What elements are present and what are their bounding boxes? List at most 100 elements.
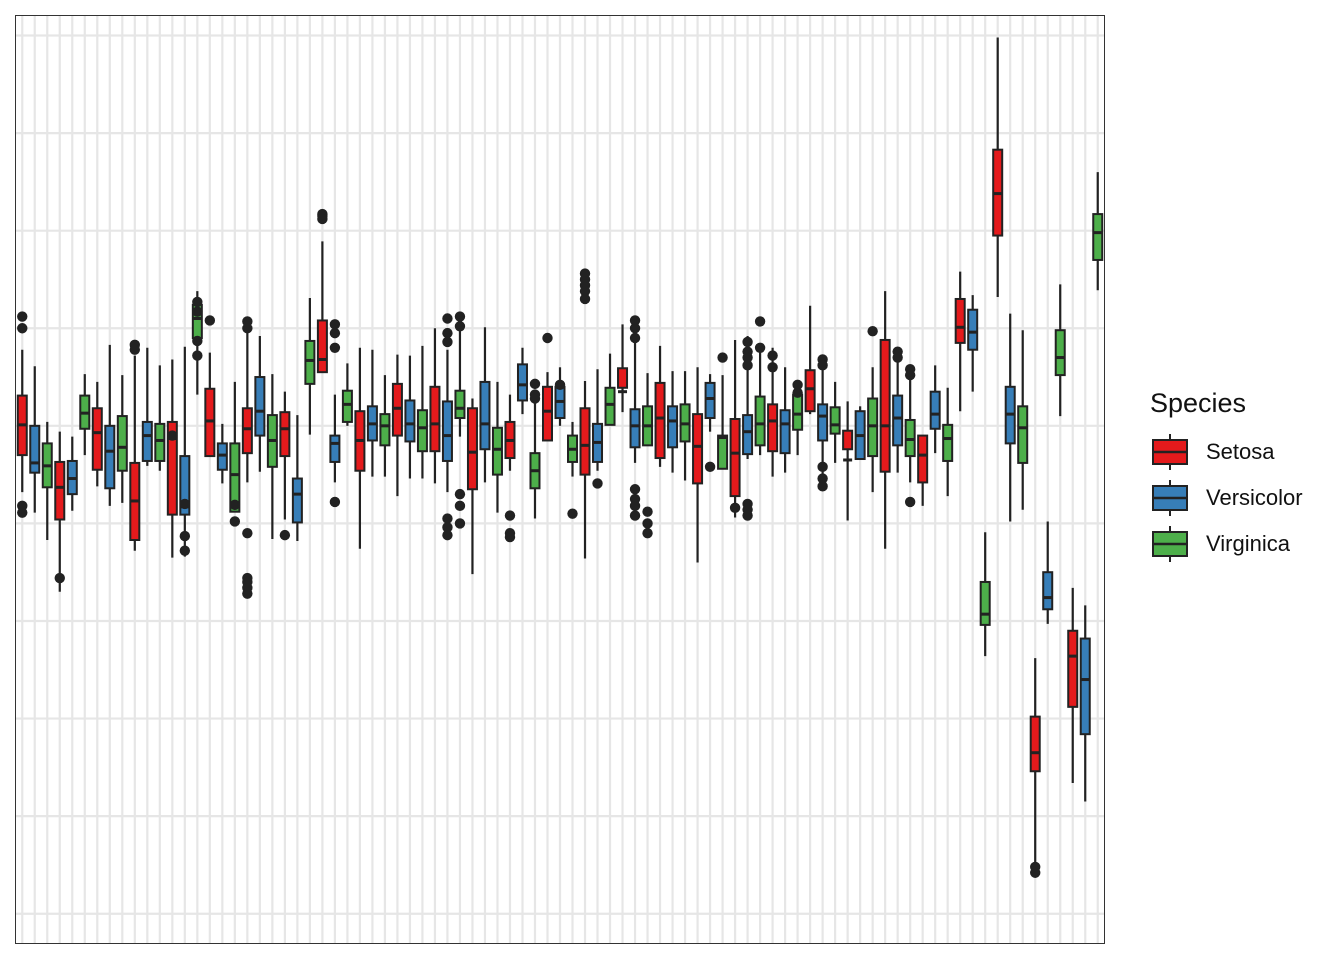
outlier-point — [817, 360, 828, 371]
box-body — [254, 376, 266, 437]
outlier-point — [329, 319, 341, 330]
box-body — [104, 424, 116, 490]
box-body — [141, 420, 153, 462]
box-group — [692, 352, 729, 563]
box-body — [967, 308, 979, 351]
outlier-point — [629, 332, 641, 344]
box-body — [917, 434, 929, 484]
box-body — [516, 363, 528, 402]
boxes-layer — [16, 37, 1104, 878]
box-group — [504, 347, 541, 543]
legend-label: Virginica — [1206, 531, 1290, 556]
box-body — [704, 381, 716, 420]
box-body — [879, 338, 891, 473]
box-group — [842, 325, 879, 521]
box-body — [804, 369, 816, 413]
box-group — [579, 268, 616, 559]
legend-item: Versicolor — [1150, 475, 1303, 521]
outlier-point — [442, 336, 453, 348]
legend: Species Setosa Versicolor Virginica — [1150, 388, 1303, 567]
legend-key — [1152, 526, 1188, 562]
box-group — [804, 305, 841, 492]
box-body — [1017, 405, 1029, 464]
box-body — [429, 385, 441, 453]
box-body — [692, 413, 704, 485]
box-group — [241, 316, 278, 599]
outlier-point — [17, 323, 28, 334]
outlier-point — [904, 496, 916, 508]
box-body — [1054, 329, 1066, 377]
box-body — [617, 367, 629, 389]
outlier-point — [329, 327, 341, 339]
box-body — [654, 381, 666, 460]
box-group — [391, 345, 428, 497]
box-body — [742, 414, 754, 456]
outlier-point — [17, 311, 28, 322]
box-group — [204, 315, 241, 527]
box-body — [341, 389, 353, 423]
box-body — [404, 399, 416, 443]
outlier-point — [504, 510, 516, 521]
outlier-point — [192, 296, 203, 308]
outlier-point — [629, 323, 641, 334]
legend-item: Setosa — [1150, 429, 1303, 475]
legend-item: Virginica — [1150, 521, 1303, 567]
outlier-point — [729, 502, 741, 513]
box-group — [654, 345, 691, 481]
outlier-point — [629, 510, 641, 521]
outlier-point — [817, 461, 828, 473]
outlier-point — [317, 213, 328, 225]
outlier-point — [229, 516, 241, 527]
outlier-point — [704, 461, 716, 473]
outlier-point — [542, 332, 553, 344]
outlier-point — [867, 325, 878, 337]
box-body — [291, 477, 303, 524]
outlier-point — [454, 500, 466, 512]
panel-border — [15, 15, 1105, 944]
box-body — [441, 400, 453, 462]
outlier-point — [792, 387, 803, 398]
outlier-point — [242, 588, 253, 599]
grid-lines — [16, 16, 1104, 943]
box-body — [154, 422, 166, 462]
box-body — [942, 423, 954, 462]
outlier-point — [192, 350, 203, 361]
outlier-point — [529, 393, 541, 404]
box-group — [879, 291, 916, 549]
outlier-point — [754, 342, 766, 353]
outlier-point — [642, 518, 653, 529]
box-group — [1029, 284, 1066, 878]
legend-key — [1152, 480, 1188, 516]
box-group — [279, 298, 316, 541]
box-body — [279, 411, 291, 458]
box-body — [241, 407, 253, 455]
box-body — [166, 420, 178, 516]
box-group — [354, 347, 391, 549]
legend-key — [1152, 434, 1188, 470]
outlier-point — [179, 530, 191, 542]
box-body — [304, 339, 316, 385]
outlier-point — [817, 473, 828, 484]
outlier-point — [229, 499, 241, 511]
box-body — [1042, 571, 1054, 611]
outlier-point — [629, 484, 641, 495]
box-body — [954, 297, 966, 344]
box-body — [316, 319, 328, 374]
box-body — [454, 389, 466, 420]
box-group — [316, 208, 353, 508]
outlier-point — [629, 500, 641, 512]
box-group — [166, 291, 203, 558]
box-body — [1092, 213, 1104, 261]
outlier-point — [192, 306, 203, 317]
box-body — [116, 415, 128, 472]
box-body — [829, 406, 841, 435]
outlier-point — [567, 508, 578, 519]
outlier-point — [54, 572, 65, 584]
box-body — [54, 460, 66, 521]
outlier-point — [742, 510, 753, 521]
box-group — [129, 339, 166, 551]
outlier-point — [442, 513, 453, 524]
box-body — [629, 408, 641, 449]
outlier-point — [579, 293, 591, 305]
outlier-point — [817, 481, 828, 492]
